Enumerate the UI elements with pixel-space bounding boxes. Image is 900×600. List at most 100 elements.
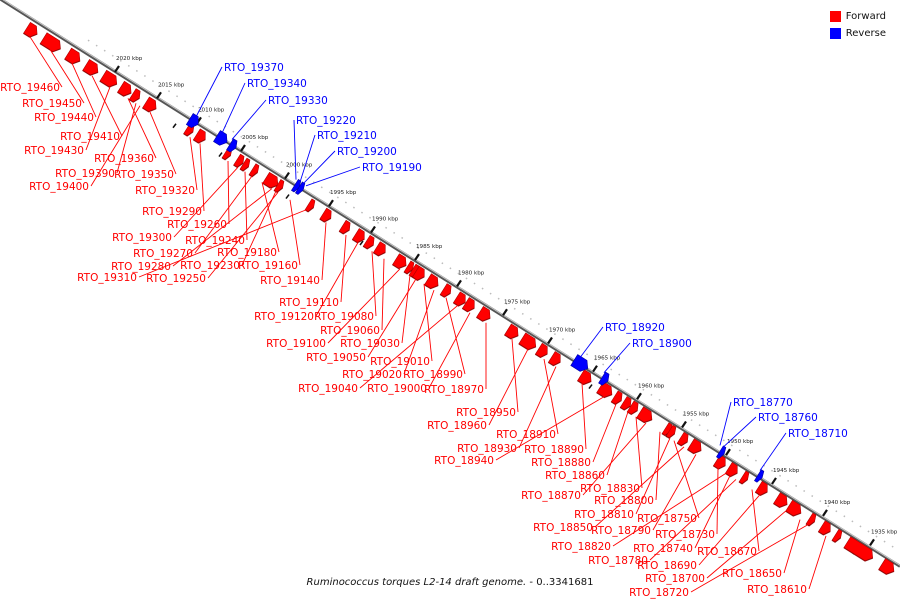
forward-gene-label: RTO_19270 <box>133 248 193 260</box>
kbp-tick-mark <box>681 420 687 429</box>
kbp-tick-label: 1985 kbp <box>416 244 443 250</box>
reverse-swatch <box>829 28 841 39</box>
forward-gene-arrow-edge <box>117 91 132 97</box>
forward-gene-arrow-edge <box>262 182 279 189</box>
forward-gene-label: RTO_19230 <box>180 260 240 272</box>
forward-gene-label: RTO_19040 <box>298 383 358 395</box>
forward-gene-arrow <box>476 305 491 322</box>
forward-gene-arrow <box>372 241 386 257</box>
kbp-tick-label: 2010 kbp <box>198 107 225 113</box>
caption-range: - 0..3341681 <box>529 577 594 588</box>
forward-gene-arrow-edge <box>403 269 413 275</box>
forward-gene-label: RTO_19350 <box>114 169 174 181</box>
minor-tick-mark <box>588 384 593 390</box>
kbp-tick-label: 2000 kbp <box>286 163 313 169</box>
forward-gene-label-leader <box>543 359 559 435</box>
kbp-tick-mark <box>869 538 875 546</box>
kbp-tick-label: 1950 kbp <box>727 439 754 445</box>
forward-gene-label: RTO_19140 <box>260 275 320 287</box>
forward-gene-arrow <box>724 462 738 478</box>
kbp-tick-label: 2020 kbp <box>116 56 143 62</box>
reverse-gene-arrow-shape <box>716 445 727 459</box>
forward-gene-arrow <box>738 470 750 485</box>
forward-gene-arrow <box>687 438 702 455</box>
forward-gene-label-leader <box>581 382 587 450</box>
forward-gene-label-leader <box>241 190 277 266</box>
forward-gene-arrow <box>636 406 653 424</box>
forward-gene-label-leader <box>173 166 239 238</box>
forward-gene-arrow <box>785 499 802 517</box>
caption-organism: Ruminococcus torques L2-14 draft genome. <box>306 577 527 588</box>
forward-gene-arrow-edge <box>636 417 653 424</box>
forward-gene-label-leader <box>518 366 557 449</box>
forward-gene-arrow <box>82 59 99 76</box>
forward-gene-arrow-edge <box>233 162 244 169</box>
kbp-tick-label: 1990 kbp <box>372 216 399 222</box>
reverse-gene-label: RTO_19220 <box>296 115 356 127</box>
forward-gene-label-leader <box>127 98 157 159</box>
kbp-tick-mark <box>328 199 334 207</box>
forward-gene-arrow-edge <box>128 97 140 103</box>
forward-gene-arrow <box>596 381 613 399</box>
reverse-gene-label: RTO_19340 <box>247 78 307 90</box>
minor-tick-mark <box>218 152 223 158</box>
forward-gene-label-leader <box>673 440 700 519</box>
kbp-tick-label: 1945 kbp <box>773 468 800 474</box>
kbp-tick-label: 1955 kbp <box>683 411 710 417</box>
forward-gene-arrow-edge <box>461 307 475 313</box>
forward-gene-label-leader <box>582 422 647 496</box>
kbp-tick-label: 1935 kbp <box>871 529 898 535</box>
reverse-gene-label-leader <box>302 150 336 185</box>
reverse-gene-arrow <box>598 371 610 386</box>
forward-gene-label-leader <box>244 171 248 241</box>
forward-gene-arrow-edge <box>738 479 748 485</box>
reverse-gene-arrow <box>716 445 727 459</box>
forward-gene-arrow <box>534 342 548 359</box>
forward-gene-arrow <box>392 253 407 270</box>
forward-gene-label-leader <box>783 519 801 574</box>
forward-gene-label: RTO_19020 <box>342 369 402 381</box>
forward-gene-arrow-edge <box>183 131 194 137</box>
forward-gene-label: RTO_19050 <box>306 352 366 364</box>
forward-gene-label: RTO_18730 <box>655 529 715 541</box>
forward-gene-arrow <box>676 431 689 447</box>
legend-reverse-label: Reverse <box>845 28 886 39</box>
forward-gene-label-leader <box>29 36 63 88</box>
forward-gene-arrow-edge <box>248 172 258 178</box>
reverse-gene-label-leader <box>579 326 604 358</box>
forward-gene-arrow-edge <box>687 449 702 455</box>
forward-gene-arrow <box>619 396 632 411</box>
kbp-tick-mark <box>414 253 420 261</box>
kbp-tick-label: 1965 kbp <box>594 356 621 362</box>
forward-gene-label: RTO_18740 <box>633 543 693 555</box>
forward-gene-arrow <box>362 234 375 250</box>
forward-gene-arrow <box>23 21 38 38</box>
forward-gene-arrow <box>128 88 141 103</box>
forward-gene-label: RTO_19030 <box>340 338 400 350</box>
forward-gene-label-leader <box>149 111 177 175</box>
reverse-gene-arrow-shape <box>570 354 589 372</box>
forward-gene-arrow <box>831 528 843 543</box>
forward-gene-arrow-edge <box>785 510 802 517</box>
forward-gene-label: RTO_18910 <box>496 429 556 441</box>
forward-gene-label-leader <box>808 535 827 590</box>
forward-gene-label: RTO_19400 <box>29 181 89 193</box>
kbp-tick-mark <box>284 171 290 180</box>
forward-gene-arrow-edge <box>817 531 831 536</box>
reverse-gene-label-leader <box>293 119 297 180</box>
forward-gene-arrow <box>504 323 519 340</box>
forward-gene-arrow-edge <box>372 252 386 257</box>
forward-gene-label-leader <box>359 304 459 389</box>
forward-gene-label: RTO_18750 <box>637 513 697 525</box>
forward-gene-label: RTO_19260 <box>167 219 227 231</box>
genome-axis-highlight <box>2 0 900 566</box>
forward-gene-arrow-edge <box>596 392 613 399</box>
forward-gene-label: RTO_18650 <box>722 568 782 580</box>
forward-gene-arrow-shape <box>319 207 332 223</box>
forward-gene-label-leader <box>612 472 727 547</box>
forward-gene-arrow-edge <box>319 217 332 223</box>
reverse-gene-arrow <box>570 354 589 372</box>
forward-gene-label-leader <box>635 416 643 489</box>
forward-gene-arrow-edge <box>619 405 631 411</box>
kbp-tick-mark <box>725 448 731 456</box>
